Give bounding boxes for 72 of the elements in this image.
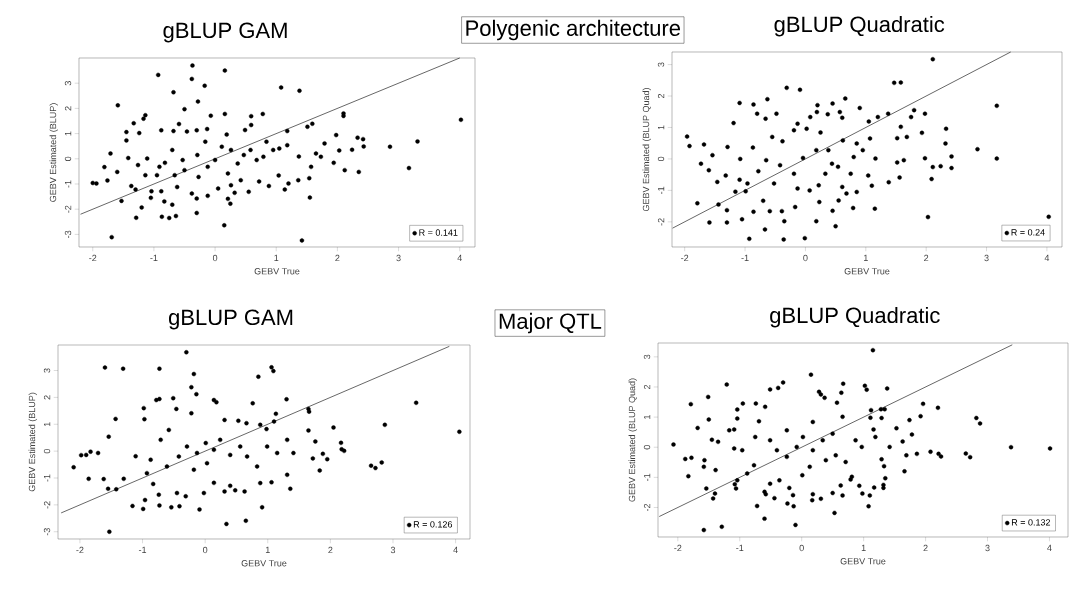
x-tick-label: -1 bbox=[736, 544, 744, 551]
x-tick-label: -2 bbox=[76, 546, 84, 554]
x-tick-label: 2 bbox=[924, 254, 929, 262]
chart-title: gBLUP GAM bbox=[169, 309, 293, 330]
x-tick-label: 3 bbox=[985, 544, 990, 552]
text: Polygenic architecture bbox=[466, 19, 681, 41]
x-tick-label: -1 bbox=[138, 546, 147, 553]
chart-title: gBLUP GAM bbox=[163, 22, 287, 43]
x-tick-label: -1 bbox=[150, 254, 158, 261]
y-axis-title: GEBV Estimated (BLUP Quad) bbox=[628, 378, 637, 502]
x-axis-title: GEBV True bbox=[241, 560, 287, 567]
x-tick-label: 2 bbox=[328, 546, 333, 554]
x-axis-title: GEBV True bbox=[844, 268, 890, 275]
legend-label: R = 0.126 bbox=[413, 521, 453, 528]
x-tick-label: -2 bbox=[681, 254, 689, 262]
x-tick-label: 0 bbox=[202, 546, 208, 554]
chart-title: gBLUP Quadratic bbox=[770, 306, 940, 328]
x-tick-label: -2 bbox=[89, 254, 97, 262]
y-tick-label: 0 bbox=[657, 156, 665, 162]
y-tick-label: 0 bbox=[43, 448, 51, 454]
y-tick-label: 2 bbox=[43, 395, 51, 400]
y-tick-label: -3 bbox=[64, 230, 72, 238]
y-tick-label: -1 bbox=[65, 180, 72, 188]
x-tick-label: 1 bbox=[863, 254, 868, 261]
x-tick-label: 4 bbox=[453, 546, 458, 553]
y-tick-label: 1 bbox=[644, 415, 651, 419]
x-tick-label: 4 bbox=[457, 254, 462, 261]
x-tick-label: 3 bbox=[390, 546, 396, 554]
y-tick-label: 1 bbox=[658, 125, 665, 130]
y-tick-label: -1 bbox=[644, 473, 651, 481]
x-tick-label: 3 bbox=[984, 254, 989, 262]
y-tick-label: 2 bbox=[643, 384, 651, 390]
y-tick-label: 2 bbox=[64, 106, 72, 111]
legend-label: R = 0.132 bbox=[1011, 519, 1051, 526]
y-axis-title: GEBV Estimated (BLUP) bbox=[49, 103, 58, 202]
legend-label: R = 0.141 bbox=[419, 229, 458, 236]
x-tick-label: 0 bbox=[799, 544, 804, 552]
y-tick-label: -2 bbox=[64, 205, 72, 213]
x-tick-label: 4 bbox=[1047, 544, 1052, 551]
x-tick-label: 1 bbox=[861, 544, 866, 551]
y-tick-label: 2 bbox=[657, 93, 665, 99]
y-tick-label: 0 bbox=[643, 445, 651, 450]
x-axis-title: GEBV True bbox=[840, 558, 886, 565]
chart-title: gBLUP Quadratic bbox=[774, 15, 945, 37]
text: Major QTL bbox=[499, 312, 602, 334]
y-tick-label: 3 bbox=[43, 368, 51, 373]
y-tick-label: -2 bbox=[657, 218, 665, 226]
x-tick-label: 2 bbox=[923, 544, 928, 552]
y-tick-label: -3 bbox=[43, 528, 51, 536]
x-tick-label: 1 bbox=[265, 546, 270, 553]
x-tick-label: 0 bbox=[803, 254, 808, 262]
x-tick-label: 2 bbox=[335, 254, 340, 262]
y-tick-label: 1 bbox=[44, 422, 51, 427]
y-axis-title: GEBV Estimated (BLUP) bbox=[28, 392, 37, 492]
x-tick-label: -2 bbox=[674, 544, 682, 552]
x-tick-label: -1 bbox=[741, 254, 749, 261]
y-tick-label: -2 bbox=[643, 503, 651, 512]
x-tick-label: 4 bbox=[1044, 254, 1050, 261]
legend-label: R = 0.24 bbox=[1011, 229, 1045, 236]
y-axis-title: GEBV Estimated (BLUP Quad) bbox=[642, 88, 651, 212]
x-tick-label: 3 bbox=[396, 254, 401, 262]
y-tick-label: -1 bbox=[658, 186, 665, 194]
x-tick-label: 0 bbox=[212, 254, 218, 262]
x-axis-title: GEBV True bbox=[254, 268, 300, 275]
y-tick-label: -2 bbox=[43, 501, 51, 509]
y-tick-label: 3 bbox=[643, 354, 651, 360]
y-tick-label: 3 bbox=[64, 81, 72, 86]
y-tick-label: -1 bbox=[44, 474, 51, 482]
y-tick-label: 0 bbox=[64, 156, 72, 161]
x-tick-label: 1 bbox=[274, 254, 279, 261]
y-tick-label: 1 bbox=[65, 131, 72, 136]
y-tick-label: 3 bbox=[657, 62, 665, 67]
